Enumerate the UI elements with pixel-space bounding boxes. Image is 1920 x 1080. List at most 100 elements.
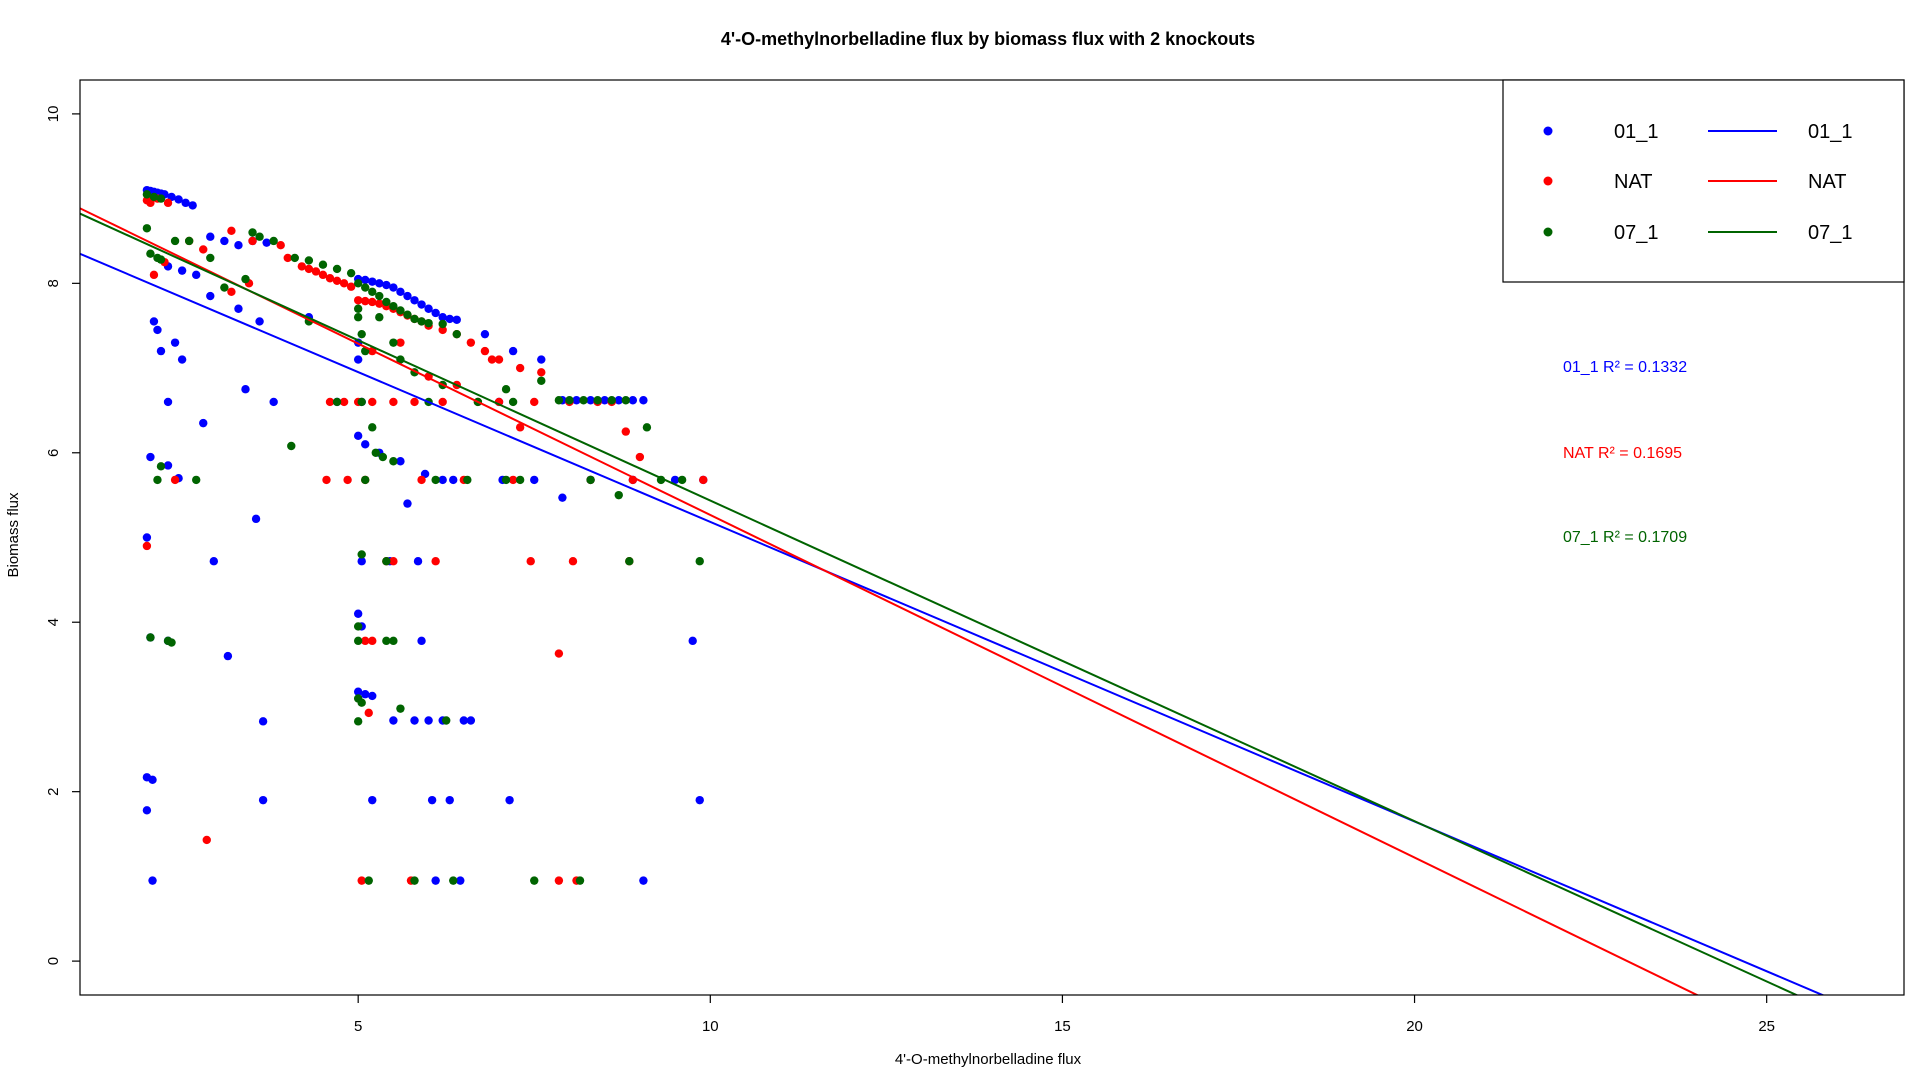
data-point-07_1 (565, 396, 574, 405)
data-point-07_1 (318, 260, 328, 269)
plot-frame (79, 79, 1905, 996)
data-point-01_1 (353, 355, 363, 364)
legend-box (1502, 79, 1905, 283)
legend-line-label-07_1: 07_1 (1808, 222, 1853, 244)
data-point-07_1 (389, 338, 398, 347)
data-point-NAT (311, 267, 321, 276)
data-point-07_1 (353, 313, 363, 322)
data-point-07_1 (378, 452, 388, 462)
x-tick-label: 25 (1758, 1018, 1775, 1035)
data-point-07_1 (410, 876, 419, 885)
data-point-01_1 (396, 457, 405, 466)
data-point-07_1 (361, 283, 370, 292)
data-point-01_1 (170, 338, 180, 347)
data-point-01_1 (431, 308, 440, 318)
regression-line-07_1 (80, 212, 1799, 995)
data-point-NAT (199, 245, 208, 254)
data-point-07_1 (368, 287, 377, 297)
data-point-NAT (368, 297, 377, 307)
data-point-01_1 (258, 717, 268, 726)
data-point-07_1 (642, 423, 652, 432)
x-tick-label: 20 (1406, 1018, 1423, 1035)
data-point-NAT (537, 368, 546, 377)
data-point-07_1 (156, 462, 166, 471)
data-point-01_1 (375, 279, 384, 288)
data-point-01_1 (368, 691, 377, 701)
legend: 01_1 01_1 NAT NAT 07_1 07_1 (1502, 79, 1905, 283)
data-point-01_1 (413, 557, 423, 566)
data-point-NAT (699, 475, 708, 485)
data-point-01_1 (181, 198, 190, 208)
data-point-01_1 (361, 690, 370, 699)
data-point-07_1 (357, 550, 366, 559)
data-point-NAT (339, 279, 349, 288)
data-point-07_1 (625, 557, 634, 566)
data-point-NAT (554, 649, 564, 658)
data-point-01_1 (530, 475, 539, 485)
data-point-01_1 (508, 346, 518, 356)
data-point-01_1 (361, 440, 370, 449)
data-point-07_1 (424, 318, 433, 328)
data-point-NAT (283, 253, 292, 263)
data-point-07_1 (170, 236, 180, 246)
data-point-01_1 (262, 238, 271, 247)
data-point-NAT (276, 241, 285, 250)
data-point-01_1 (639, 876, 648, 885)
data-point-01_1 (427, 795, 437, 805)
data-point-01_1 (353, 609, 363, 618)
data-point-01_1 (396, 287, 405, 297)
data-point-07_1 (530, 876, 539, 885)
data-point-01_1 (445, 314, 454, 324)
data-point-01_1 (438, 313, 447, 322)
data-point-01_1 (357, 557, 366, 566)
data-point-NAT (389, 397, 398, 407)
data-point-07_1 (431, 475, 440, 485)
data-point-01_1 (206, 291, 215, 301)
data-point-01_1 (209, 557, 219, 566)
data-point-07_1 (452, 329, 461, 339)
data-point-NAT (526, 557, 535, 566)
data-point-07_1 (241, 274, 250, 284)
data-point-NAT (149, 270, 159, 280)
data-point-07_1 (537, 376, 546, 385)
data-point-NAT (325, 397, 335, 407)
data-point-07_1 (501, 475, 511, 485)
data-point-01_1 (223, 651, 233, 661)
data-point-07_1 (353, 304, 363, 313)
legend-line-label-NAT: NAT (1808, 171, 1847, 193)
data-point-NAT (227, 287, 236, 297)
data-point-01_1 (456, 876, 465, 885)
y-axis-label: Biomass flux (5, 492, 22, 578)
data-point-NAT (322, 475, 331, 485)
data-point-NAT (248, 236, 257, 246)
data-point-01_1 (403, 499, 412, 508)
regression-lines (80, 207, 1825, 995)
data-point-07_1 (353, 636, 363, 646)
data-point-01_1 (199, 418, 208, 428)
data-point-01_1 (424, 304, 433, 313)
data-point-NAT (410, 397, 419, 407)
data-point-01_1 (389, 716, 398, 725)
data-point-07_1 (579, 396, 588, 405)
data-point-NAT (368, 636, 377, 646)
data-point-01_1 (146, 452, 155, 462)
data-point-07_1 (361, 475, 370, 485)
data-point-07_1 (167, 638, 176, 647)
data-point-01_1 (163, 461, 173, 470)
data-point-07_1 (417, 317, 426, 326)
regression-line-NAT (80, 207, 1700, 995)
data-point-NAT (163, 198, 173, 208)
data-point-01_1 (234, 241, 243, 250)
data-point-01_1 (149, 317, 159, 326)
data-point-07_1 (269, 236, 278, 246)
data-point-NAT (515, 423, 525, 432)
data-point-01_1 (480, 329, 490, 339)
data-point-NAT (417, 475, 426, 485)
data-point-07_1 (184, 236, 194, 246)
data-point-07_1 (607, 396, 616, 405)
data-point-07_1 (396, 306, 405, 315)
data-point-01_1 (431, 876, 440, 885)
data-point-NAT (389, 557, 398, 566)
data-point-01_1 (410, 296, 419, 305)
